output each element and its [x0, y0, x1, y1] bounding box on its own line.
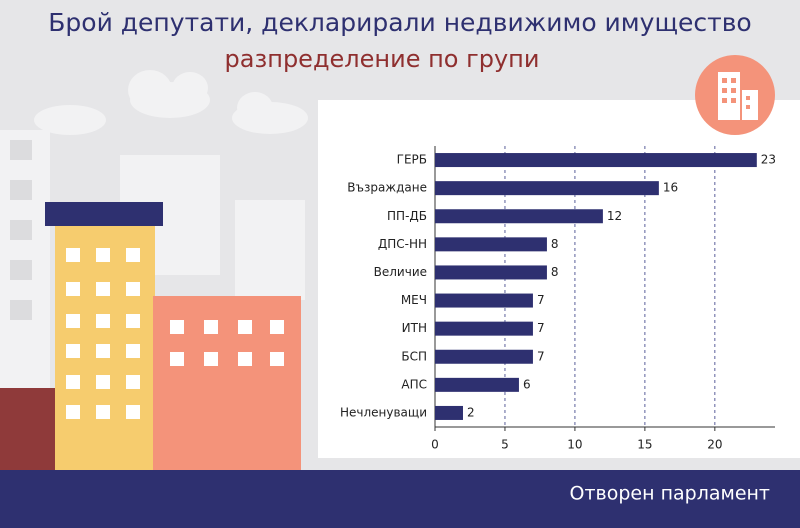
footer-band: [0, 470, 800, 528]
y-tick-label: Възраждане: [347, 181, 427, 195]
value-label: 23: [761, 153, 776, 167]
bar: [435, 321, 533, 336]
decoration: [10, 140, 32, 320]
y-tick-label: ПП-ДБ: [387, 209, 427, 223]
y-tick-label: ДПС-НН: [378, 237, 427, 251]
value-label: 8: [551, 265, 559, 279]
value-label: 7: [537, 349, 545, 363]
value-label: 8: [551, 237, 559, 251]
plot: 0 5 10 15 20 ГЕРБ 23 Възраждане 16 ПП-ДБ 12 ДПС-НН 8…: [340, 146, 776, 452]
bar: [435, 153, 757, 168]
y-tick-label: ГЕРБ: [397, 153, 427, 167]
y-tick-label: БСП: [401, 349, 427, 363]
x-tick-label: 10: [567, 438, 582, 452]
bar: [435, 265, 547, 280]
decoration: [170, 320, 284, 366]
chart-title: Брой депутати, декларирали недвижимо иму…: [48, 8, 751, 37]
x-tick-label: 5: [501, 438, 509, 452]
y-tick-label: АПС: [401, 377, 427, 391]
bar: [435, 405, 463, 420]
decoration: [45, 202, 163, 226]
decoration: [66, 248, 140, 419]
bar: [435, 377, 519, 392]
y-tick-label: Величие: [374, 265, 427, 279]
value-label: 16: [663, 181, 678, 195]
value-label: 6: [523, 377, 531, 391]
bar: [435, 237, 547, 252]
decoration: [0, 388, 55, 470]
y-tick-label: МЕЧ: [401, 293, 427, 307]
value-label: 7: [537, 293, 545, 307]
x-tick-label: 15: [637, 438, 652, 452]
bar: [435, 349, 533, 364]
value-label: 2: [467, 405, 475, 419]
footer-text: Отворен парламент: [570, 483, 770, 505]
value-label: 7: [537, 321, 545, 335]
bar: [435, 181, 659, 196]
value-label: 12: [607, 209, 622, 223]
bar: [435, 209, 603, 224]
bar: [435, 293, 533, 308]
x-tick-label: 0: [431, 438, 439, 452]
chart-subtitle: разпределение по групи: [225, 45, 540, 73]
x-tick-label: 20: [707, 438, 722, 452]
y-tick-label: ИТН: [402, 321, 427, 335]
y-tick-label: Нечленуващи: [340, 405, 427, 419]
icon: [722, 78, 750, 109]
